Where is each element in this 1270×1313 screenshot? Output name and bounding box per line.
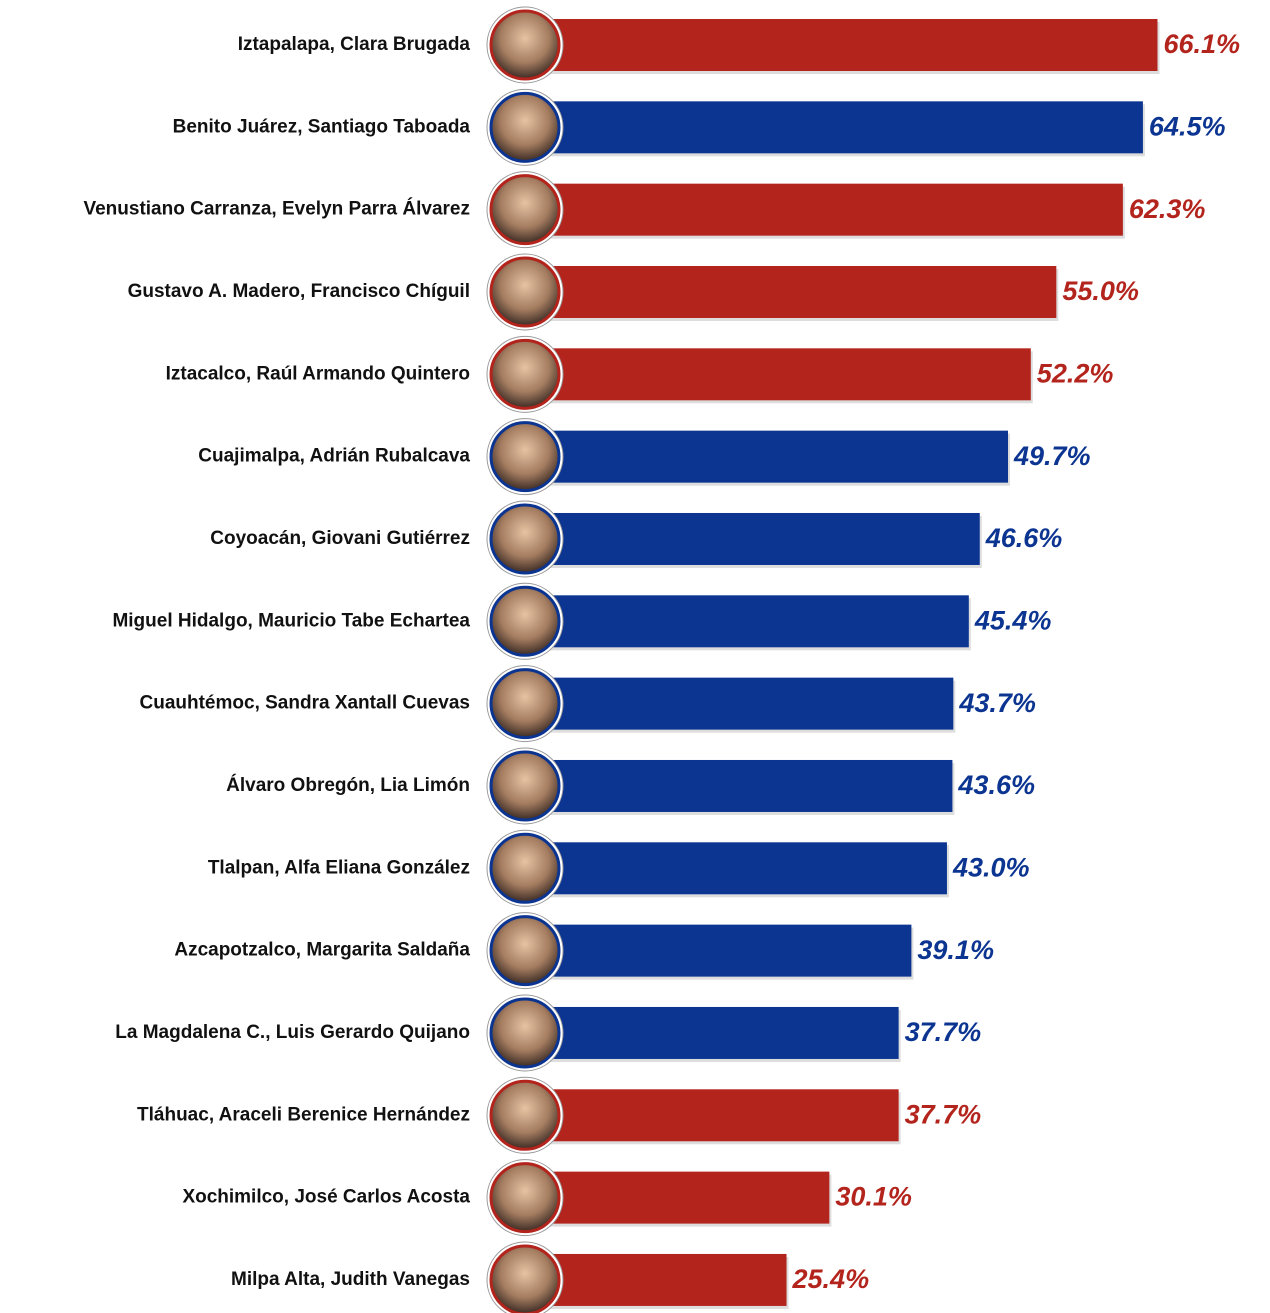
photo-face: [491, 1081, 559, 1149]
chart: Iztapalapa, Clara Brugada 66.1% Benito Juá…: [0, 0, 1270, 1313]
value-label: 46.6%: [985, 523, 1063, 553]
category-label: Azcapotzalco, Margarita Saldaña: [174, 940, 470, 961]
category-label: Milpa Alta, Judith Vanegas: [231, 1269, 470, 1290]
category-label: Coyoacán, Giovani Gutiérrez: [210, 528, 470, 549]
photo-face: [491, 258, 559, 326]
value-label: 37.7%: [905, 1099, 982, 1129]
photo-face: [491, 1164, 559, 1232]
value-label: 52.2%: [1037, 358, 1114, 388]
bar: [525, 595, 969, 647]
bar: [525, 1089, 899, 1141]
value-label: 43.7%: [958, 688, 1036, 718]
bar: [525, 1172, 829, 1224]
bar: [525, 513, 980, 565]
category-label: Benito Juárez, Santiago Taboada: [173, 116, 471, 137]
category-label: Tláhuac, Araceli Berenice Hernández: [137, 1104, 470, 1125]
bar: [525, 760, 952, 812]
photo-face: [491, 505, 559, 573]
value-label: 37.7%: [905, 1017, 982, 1047]
photo-face: [491, 423, 559, 491]
value-label: 45.4%: [974, 605, 1052, 635]
category-label: Iztacalco, Raúl Armando Quintero: [166, 363, 470, 384]
photo-face: [491, 587, 559, 655]
value-label: 43.6%: [957, 770, 1035, 800]
bar: [525, 678, 953, 730]
category-label: Iztapalapa, Clara Brugada: [238, 34, 471, 55]
photo-face: [491, 834, 559, 902]
bar: [525, 101, 1143, 153]
photo-face: [491, 176, 559, 244]
category-label: Cuauhtémoc, Sandra Xantall Cuevas: [140, 693, 471, 714]
bar: [525, 925, 911, 977]
category-label: Cuajimalpa, Adrián Rubalcava: [198, 446, 470, 467]
category-label: Venustiano Carranza, Evelyn Parra Álvare…: [83, 198, 470, 220]
photo-face: [491, 999, 559, 1067]
value-label: 64.5%: [1149, 111, 1226, 141]
bar: [525, 266, 1056, 318]
category-label: Tlalpan, Alfa Eliana González: [208, 857, 470, 878]
value-label: 39.1%: [917, 935, 994, 965]
category-label: Miguel Hidalgo, Mauricio Tabe Echartea: [112, 610, 470, 631]
photo-face: [491, 93, 559, 161]
bar: [525, 1007, 899, 1059]
bar: [525, 431, 1008, 483]
photo-face: [491, 340, 559, 408]
bar: [525, 1254, 787, 1306]
bar: [525, 184, 1123, 236]
bar: [525, 348, 1031, 400]
value-label: 25.4%: [792, 1264, 870, 1294]
value-label: 43.0%: [952, 852, 1030, 882]
value-label: 30.1%: [835, 1182, 912, 1212]
photo-face: [491, 11, 559, 79]
photo-face: [491, 1246, 559, 1313]
category-label: Xochimilco, José Carlos Acosta: [182, 1187, 470, 1208]
photo-face: [491, 752, 559, 820]
value-label: 55.0%: [1062, 276, 1139, 306]
photo-face: [491, 670, 559, 738]
category-label: La Magdalena C., Luis Gerardo Quijano: [115, 1022, 470, 1043]
value-label: 62.3%: [1129, 194, 1206, 224]
bar: [525, 19, 1158, 71]
value-label: 66.1%: [1164, 29, 1241, 59]
bar: [525, 842, 947, 894]
category-label: Álvaro Obregón, Lia Limón: [226, 774, 470, 796]
photo-face: [491, 917, 559, 985]
value-label: 49.7%: [1013, 441, 1091, 471]
category-label: Gustavo A. Madero, Francisco Chíguil: [128, 281, 470, 302]
